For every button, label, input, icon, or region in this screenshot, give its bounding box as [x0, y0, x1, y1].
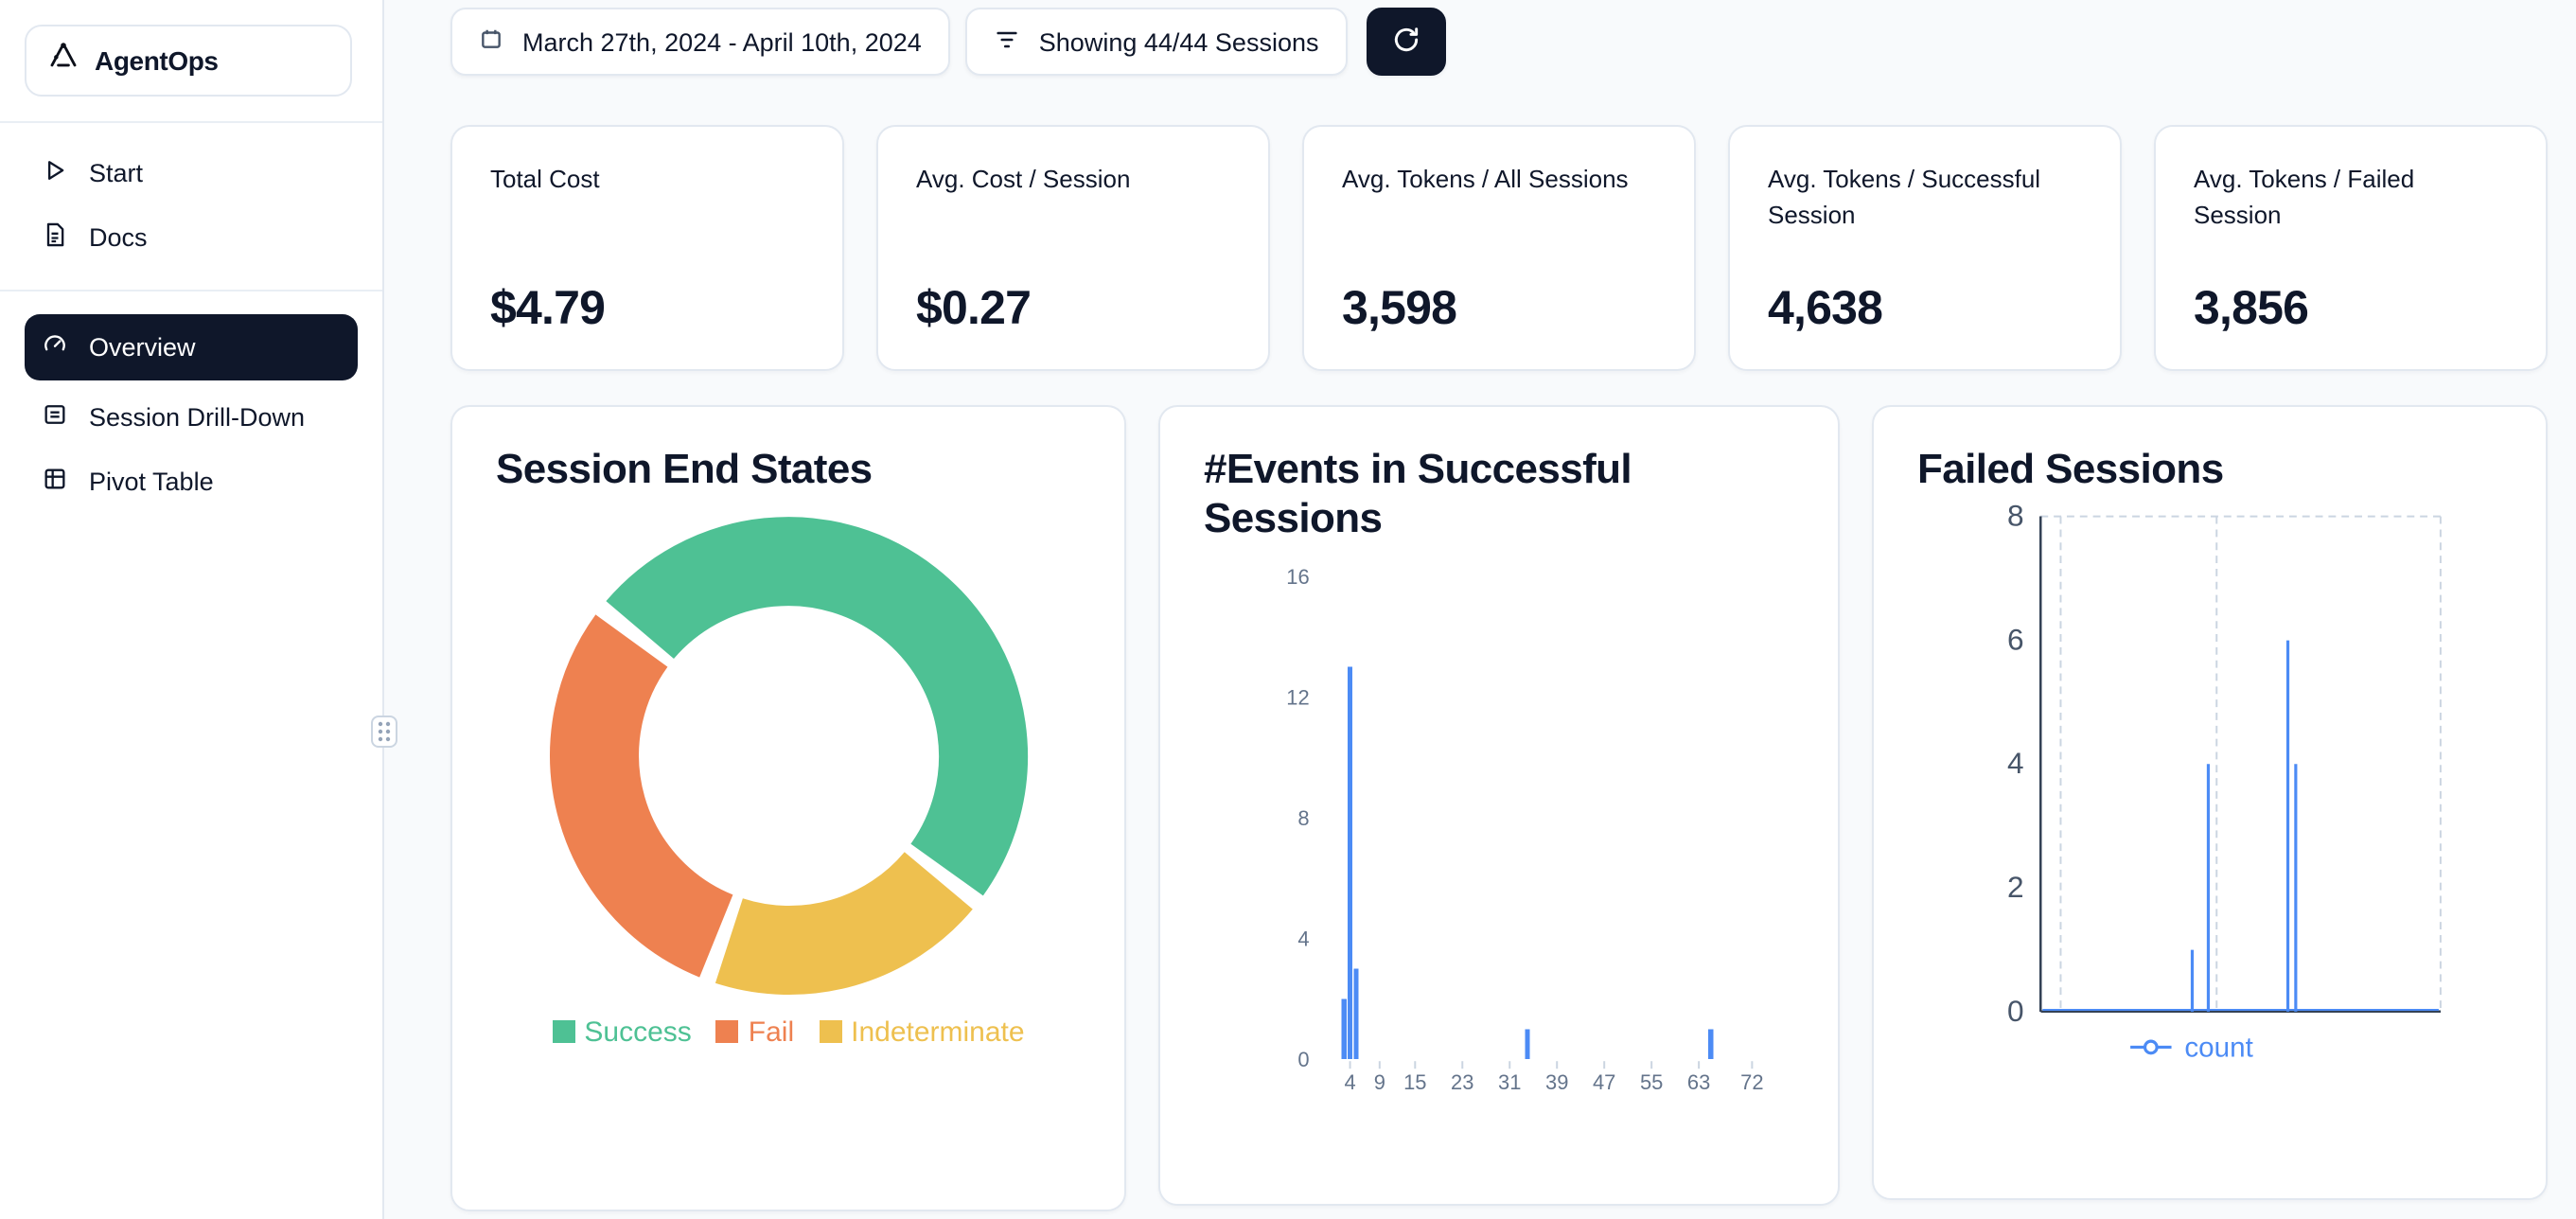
svg-text:12: 12 [1286, 685, 1309, 709]
svg-text:8: 8 [1297, 806, 1309, 830]
stats-row: Total Cost $4.79 Avg. Cost / Session $0.… [450, 125, 2548, 371]
legend-label: Success [584, 1016, 692, 1049]
svg-text:0: 0 [2007, 994, 2024, 1028]
stat-value: 3,856 [2194, 282, 2309, 335]
legend-label: Indeterminate [851, 1016, 1025, 1049]
sidebar-item-session-drill-down[interactable]: Session Drill-Down [25, 390, 358, 445]
legend-swatch [715, 1020, 739, 1044]
donut-chart-svg [549, 517, 1028, 995]
svg-text:63: 63 [1687, 1070, 1710, 1094]
sidebar-item-overview[interactable]: Overview [25, 314, 358, 380]
svg-text:4: 4 [1344, 1070, 1355, 1094]
stat-value: 3,598 [1342, 282, 1457, 335]
sidebar-item-label: Docs [89, 223, 148, 252]
pivot-icon [42, 466, 68, 498]
svg-text:2: 2 [2007, 870, 2024, 904]
stat-label: Avg. Tokens / Failed Session [2194, 165, 2415, 229]
stat-label: Avg. Cost / Session [916, 165, 1131, 193]
svg-text:39: 39 [1545, 1070, 1568, 1094]
logo[interactable]: AgentOps [25, 25, 352, 97]
donut-chart [496, 509, 1081, 1001]
sidebar-item-docs[interactable]: Docs [25, 210, 358, 265]
stat-card-avg-tokens-all: Avg. Tokens / All Sessions 3,598 [1302, 125, 1696, 371]
sidebar-nav-top: Start Docs [0, 146, 382, 265]
stat-value: 4,638 [1768, 282, 1883, 335]
brand-name: AgentOps [95, 45, 219, 76]
play-icon [42, 157, 68, 189]
svg-text:9: 9 [1374, 1070, 1385, 1094]
svg-text:4: 4 [2007, 746, 2024, 780]
legend-label: Fail [748, 1016, 795, 1049]
svg-text:0: 0 [1297, 1048, 1309, 1071]
chart-title: Failed Sessions [1917, 445, 2224, 492]
sidebar-resize-handle[interactable] [371, 716, 397, 748]
charts-row: Session End States Success Fail [450, 405, 2548, 1211]
donut-legend-item[interactable]: Fail [715, 1016, 795, 1049]
filter-icon [994, 26, 1020, 58]
stat-label: Avg. Tokens / Successful Session [1768, 165, 2041, 229]
svg-text:47: 47 [1593, 1070, 1615, 1094]
svg-text:23: 23 [1451, 1070, 1473, 1094]
stat-value: $0.27 [916, 282, 1032, 335]
events-in-successful-sessions-card: #Events in Successful Sessions 0 4 8 12 16 4 9… [1158, 405, 1840, 1206]
session-end-states-card: Session End States Success Fail [450, 405, 1126, 1211]
date-range-button[interactable]: March 27th, 2024 - April 10th, 2024 [450, 8, 950, 76]
svg-text:55: 55 [1640, 1070, 1663, 1094]
stat-card-avg-tokens-successful: Avg. Tokens / Successful Session 4,638 [1728, 125, 2122, 371]
stat-label: Total Cost [490, 165, 600, 193]
chart-title: Session End States [496, 445, 873, 492]
donut-legend: Success Fail Indeterminate [496, 1016, 1081, 1049]
line-chart-svg: 0 2 4 6 8 count [2007, 498, 2442, 1063]
sidebar-item-pivot-table[interactable]: Pivot Table [25, 454, 358, 509]
donut-legend-item[interactable]: Success [552, 1016, 692, 1049]
svg-text:72: 72 [1740, 1070, 1763, 1094]
topbar: March 27th, 2024 - April 10th, 2024 Show… [450, 8, 2548, 76]
stat-label: Avg. Tokens / All Sessions [1342, 165, 1629, 193]
stat-card-avg-cost: Avg. Cost / Session $0.27 [876, 125, 1270, 371]
svg-text:31: 31 [1498, 1070, 1521, 1094]
gauge-icon [42, 331, 68, 363]
sidebar: AgentOps Start Docs [0, 0, 384, 1219]
sidebar-divider [0, 290, 382, 292]
stat-value: $4.79 [490, 282, 606, 335]
svg-text:8: 8 [2007, 502, 2024, 533]
stat-card-avg-tokens-failed: Avg. Tokens / Failed Session 3,856 [2154, 125, 2548, 371]
sidebar-nav-main: Overview Session Drill-Down Pivot Table [0, 314, 382, 509]
sidebar-item-label: Pivot Table [89, 468, 214, 496]
chart-title: #Events in Successful Sessions [1204, 445, 1632, 541]
stat-card-total-cost: Total Cost $4.79 [450, 125, 844, 371]
sessions-icon [42, 401, 68, 433]
svg-text:6: 6 [2007, 622, 2024, 656]
refresh-button[interactable] [1366, 8, 1446, 76]
sidebar-item-label: Overview [89, 333, 196, 362]
filter-label: Showing 44/44 Sessions [1038, 27, 1319, 56]
main-content: March 27th, 2024 - April 10th, 2024 Show… [384, 0, 2576, 1219]
sidebar-item-start[interactable]: Start [25, 146, 358, 201]
svg-text:16: 16 [1286, 565, 1309, 589]
refresh-icon [1391, 24, 1421, 60]
sidebar-item-label: Session Drill-Down [89, 403, 306, 432]
legend-swatch [552, 1020, 575, 1044]
svg-text:4: 4 [1297, 927, 1309, 950]
svg-text:15: 15 [1403, 1070, 1426, 1094]
agentops-logo-icon [47, 40, 79, 81]
session-filter-button[interactable]: Showing 44/44 Sessions [964, 8, 1348, 76]
docs-icon [42, 221, 68, 254]
calendar-icon [479, 26, 503, 57]
failed-sessions-card: Failed Sessions 0 2 4 6 8 count [1872, 405, 2548, 1200]
date-range-label: March 27th, 2024 - April 10th, 2024 [522, 27, 922, 56]
donut-legend-item[interactable]: Indeterminate [819, 1016, 1025, 1049]
sidebar-item-label: Start [89, 159, 144, 187]
sidebar-divider [0, 121, 382, 123]
grip-dots-icon [378, 721, 391, 742]
legend-swatch [819, 1020, 842, 1044]
svg-text:count: count [2184, 1032, 2253, 1063]
